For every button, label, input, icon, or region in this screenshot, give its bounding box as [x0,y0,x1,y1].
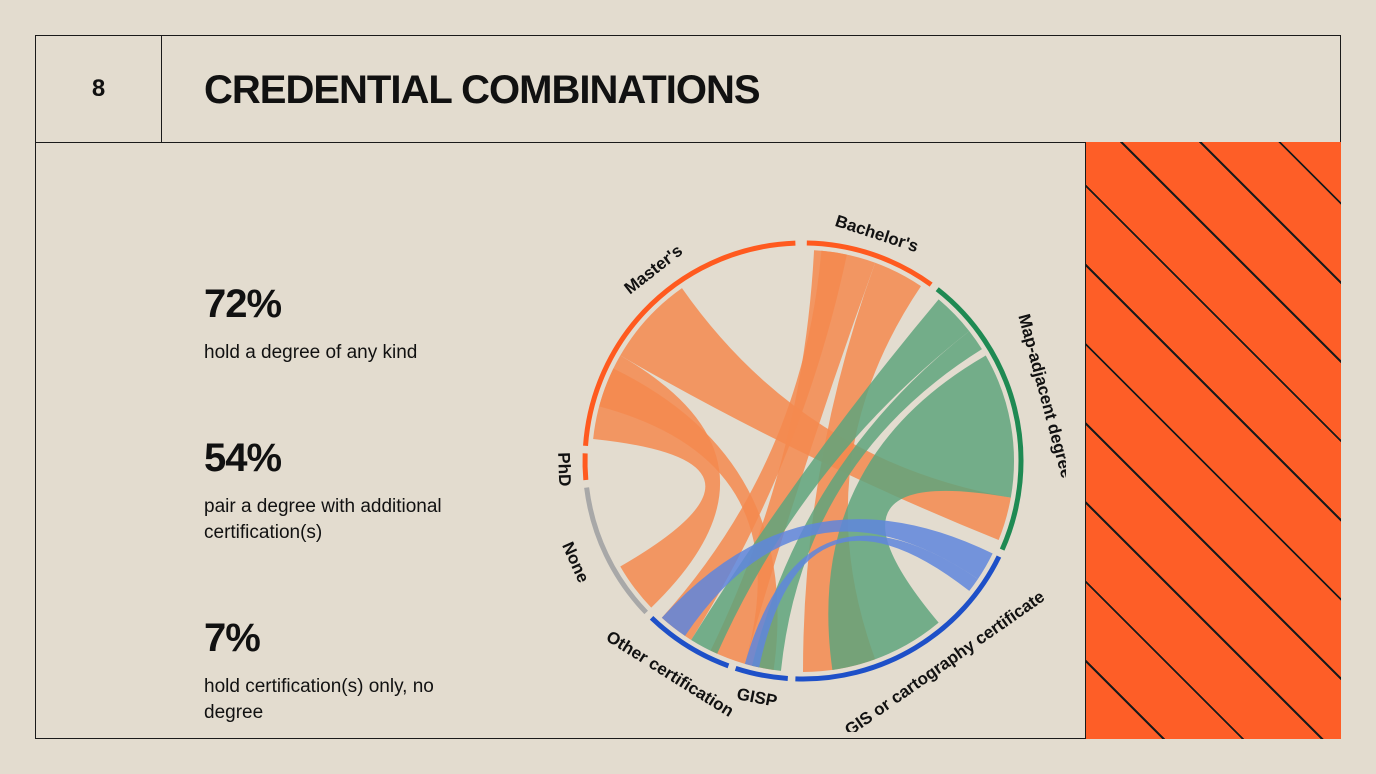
chord-ribbon-6 [691,299,970,654]
segment-label: GISP [735,684,779,710]
chord-arcs [582,240,1024,682]
stat-description: pair a degree with additional certificat… [204,496,442,543]
slide-header: 8 CREDENTIAL COMBINATIONS [36,36,1340,143]
chord-ribbon-8 [751,331,982,671]
stat-value: 7% [204,616,261,660]
stat-degree-plus-cert: 54% pair a degree with additional certif… [204,436,484,546]
stat-description: hold a degree of any kind [204,342,418,363]
chord-ribbon-9 [661,519,993,636]
segment-label: None [558,539,593,586]
stat-cert-only: 7% hold certification(s) only, no degree [204,616,484,726]
page-number-cell: 8 [36,36,162,142]
stat-degree: 72% hold a degree of any kind [204,282,484,366]
decorative-stripe-panel [1085,142,1341,739]
segment-arc-6 [582,453,589,481]
chord-ribbon-7 [828,355,1015,670]
segment-label: PhD [554,452,574,487]
page-title: CREDENTIAL COMBINATIONS [204,68,761,112]
stat-value: 72% [204,282,282,326]
stat-value: 54% [204,436,282,480]
segment-arc-0 [806,240,933,287]
stat-description: hold certification(s) only, no degree [204,676,434,723]
segment-arc-2 [795,555,1002,682]
page-number: 8 [91,75,106,102]
slide: 8 CREDENTIAL COMBINATIONS 72% hold a deg… [35,35,1341,739]
segment-arc-5 [584,487,648,615]
segment-arc-3 [734,665,788,681]
segment-arc-4 [649,616,730,669]
segment-label: Master's [621,241,687,298]
chord-ribbons [593,250,1015,672]
segment-arc-1 [935,287,1024,551]
segment-arc-7 [583,240,796,446]
